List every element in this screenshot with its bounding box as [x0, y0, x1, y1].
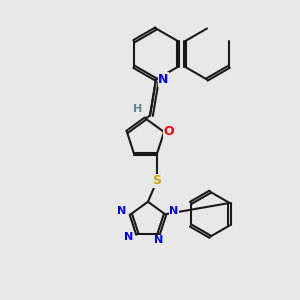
Text: O: O	[163, 125, 174, 139]
Text: N: N	[124, 232, 133, 242]
Text: N: N	[117, 206, 127, 216]
Text: H: H	[134, 104, 142, 115]
Text: N: N	[154, 235, 163, 245]
Text: N: N	[158, 73, 169, 86]
Text: S: S	[152, 174, 161, 187]
Text: N: N	[169, 206, 179, 216]
